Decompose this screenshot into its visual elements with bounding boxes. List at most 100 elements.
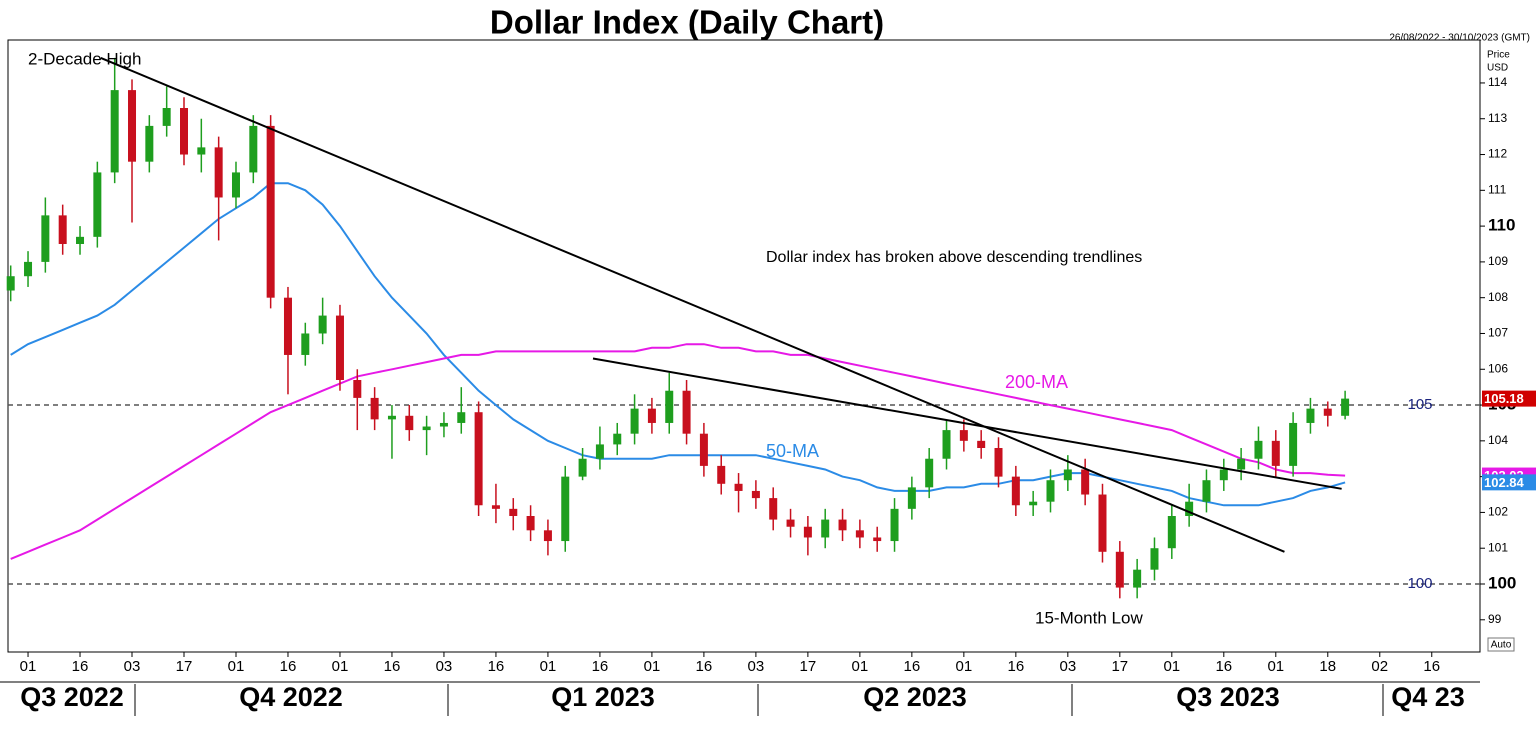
candle-body bbox=[76, 236, 85, 244]
x-tick-label: 16 bbox=[1215, 658, 1232, 675]
candle-body bbox=[994, 448, 1003, 477]
candle-body bbox=[6, 276, 15, 291]
candle-body bbox=[387, 415, 396, 420]
x-tick-label: 01 bbox=[332, 658, 349, 675]
candle-body bbox=[1219, 469, 1228, 481]
candle-body bbox=[318, 315, 327, 334]
candle-body bbox=[335, 315, 344, 380]
candle-body bbox=[128, 90, 137, 162]
y-tick-label: 110 bbox=[1488, 216, 1515, 235]
candle-body bbox=[457, 412, 466, 423]
y-tick-label: 102 bbox=[1488, 505, 1508, 519]
candle-body bbox=[855, 530, 864, 538]
candle-body bbox=[249, 125, 258, 173]
scale-mode-box bbox=[1487, 637, 1515, 652]
candle-body bbox=[977, 440, 986, 448]
y-tick-label: 107 bbox=[1488, 326, 1508, 340]
y-axis-label: Price bbox=[1487, 50, 1510, 61]
candle-body bbox=[1150, 548, 1159, 570]
candle-body bbox=[925, 458, 934, 488]
candle-body bbox=[1029, 501, 1038, 506]
last-value-label: 102.84 bbox=[1484, 475, 1525, 490]
y-tick-label: 114 bbox=[1488, 75, 1507, 89]
candle-body bbox=[301, 333, 310, 355]
candle-body bbox=[1098, 494, 1107, 552]
chart-title: Dollar Index (Daily Chart) bbox=[490, 4, 884, 41]
candle-body bbox=[526, 516, 535, 531]
date-range: 26/08/2022 - 30/10/2023 (GMT) bbox=[1389, 33, 1530, 44]
reference-label: 105 bbox=[1407, 396, 1432, 413]
candle-body bbox=[439, 422, 448, 427]
candle-body bbox=[370, 397, 379, 420]
y-tick-label: 104 bbox=[1488, 433, 1508, 447]
candle-body bbox=[1167, 516, 1176, 549]
candle-body bbox=[561, 476, 570, 542]
candle-body bbox=[959, 430, 968, 441]
annotation: 15-Month Low bbox=[1035, 608, 1143, 627]
x-tick-label: 01 bbox=[1163, 658, 1180, 675]
candle-body bbox=[543, 530, 552, 542]
candle-body bbox=[682, 390, 691, 434]
candle-body bbox=[578, 458, 587, 477]
candle-body bbox=[1115, 551, 1124, 588]
candle-body bbox=[1341, 398, 1350, 416]
x-tick-label: 02 bbox=[1371, 658, 1388, 675]
x-tick-label: 01 bbox=[852, 658, 869, 675]
candle-body bbox=[751, 490, 760, 499]
x-tick-label: 16 bbox=[904, 658, 921, 675]
x-tick-label: 16 bbox=[488, 658, 505, 675]
x-tick-label: 16 bbox=[1423, 658, 1440, 675]
x-tick-label: 16 bbox=[280, 658, 297, 675]
quarter-label: Q3 2022 bbox=[20, 682, 124, 712]
annotation: Dollar index has broken above descending… bbox=[766, 249, 1142, 266]
candle-body bbox=[197, 147, 206, 155]
candle-body bbox=[942, 430, 951, 459]
candle-body bbox=[180, 108, 188, 155]
x-tick-label: 03 bbox=[1059, 658, 1076, 675]
reference-label: 100 bbox=[1407, 575, 1432, 592]
quarter-label: Q2 2023 bbox=[863, 682, 967, 712]
quarter-label: Q3 2023 bbox=[1176, 682, 1280, 712]
x-tick-label: 16 bbox=[696, 658, 713, 675]
candle-body bbox=[93, 172, 102, 237]
x-tick-label: 03 bbox=[124, 658, 141, 675]
candle-body bbox=[873, 537, 882, 542]
x-tick-label: 16 bbox=[72, 658, 89, 675]
annotation: 2-Decade High bbox=[28, 49, 141, 68]
x-tick-label: 17 bbox=[800, 658, 817, 675]
trendline bbox=[100, 56, 1285, 553]
x-tick-label: 01 bbox=[540, 658, 557, 675]
x-tick-label: 03 bbox=[436, 658, 453, 675]
candle-body bbox=[41, 215, 50, 262]
last-value-box bbox=[1482, 390, 1536, 407]
candle-body bbox=[699, 433, 708, 466]
x-tick-label: 17 bbox=[176, 658, 193, 675]
candle-body bbox=[509, 508, 518, 516]
candle-body bbox=[613, 433, 622, 445]
candle-body bbox=[665, 390, 674, 423]
last-value-box bbox=[1482, 474, 1536, 491]
x-tick-label: 16 bbox=[592, 658, 609, 675]
candle-body bbox=[1202, 480, 1211, 502]
x-tick-label: 18 bbox=[1319, 658, 1336, 675]
candle-body bbox=[266, 125, 275, 298]
candle-body bbox=[145, 125, 154, 162]
y-tick-label: 112 bbox=[1488, 147, 1507, 161]
moving-average-line bbox=[10, 182, 1346, 507]
candle-body bbox=[890, 508, 899, 542]
x-tick-label: 01 bbox=[644, 658, 661, 675]
candle-body bbox=[283, 297, 292, 355]
candle-body bbox=[838, 519, 847, 531]
candle-body bbox=[1254, 440, 1263, 459]
candle-body bbox=[231, 172, 240, 198]
y-tick-label: 109 bbox=[1488, 254, 1508, 268]
candle-body bbox=[821, 519, 830, 538]
candle-body bbox=[110, 90, 119, 173]
x-tick-label: 01 bbox=[228, 658, 245, 675]
candle-body bbox=[1133, 569, 1142, 588]
candle-body bbox=[1306, 408, 1315, 423]
candle-body bbox=[1063, 469, 1072, 481]
y-tick-label: 108 bbox=[1488, 290, 1508, 304]
